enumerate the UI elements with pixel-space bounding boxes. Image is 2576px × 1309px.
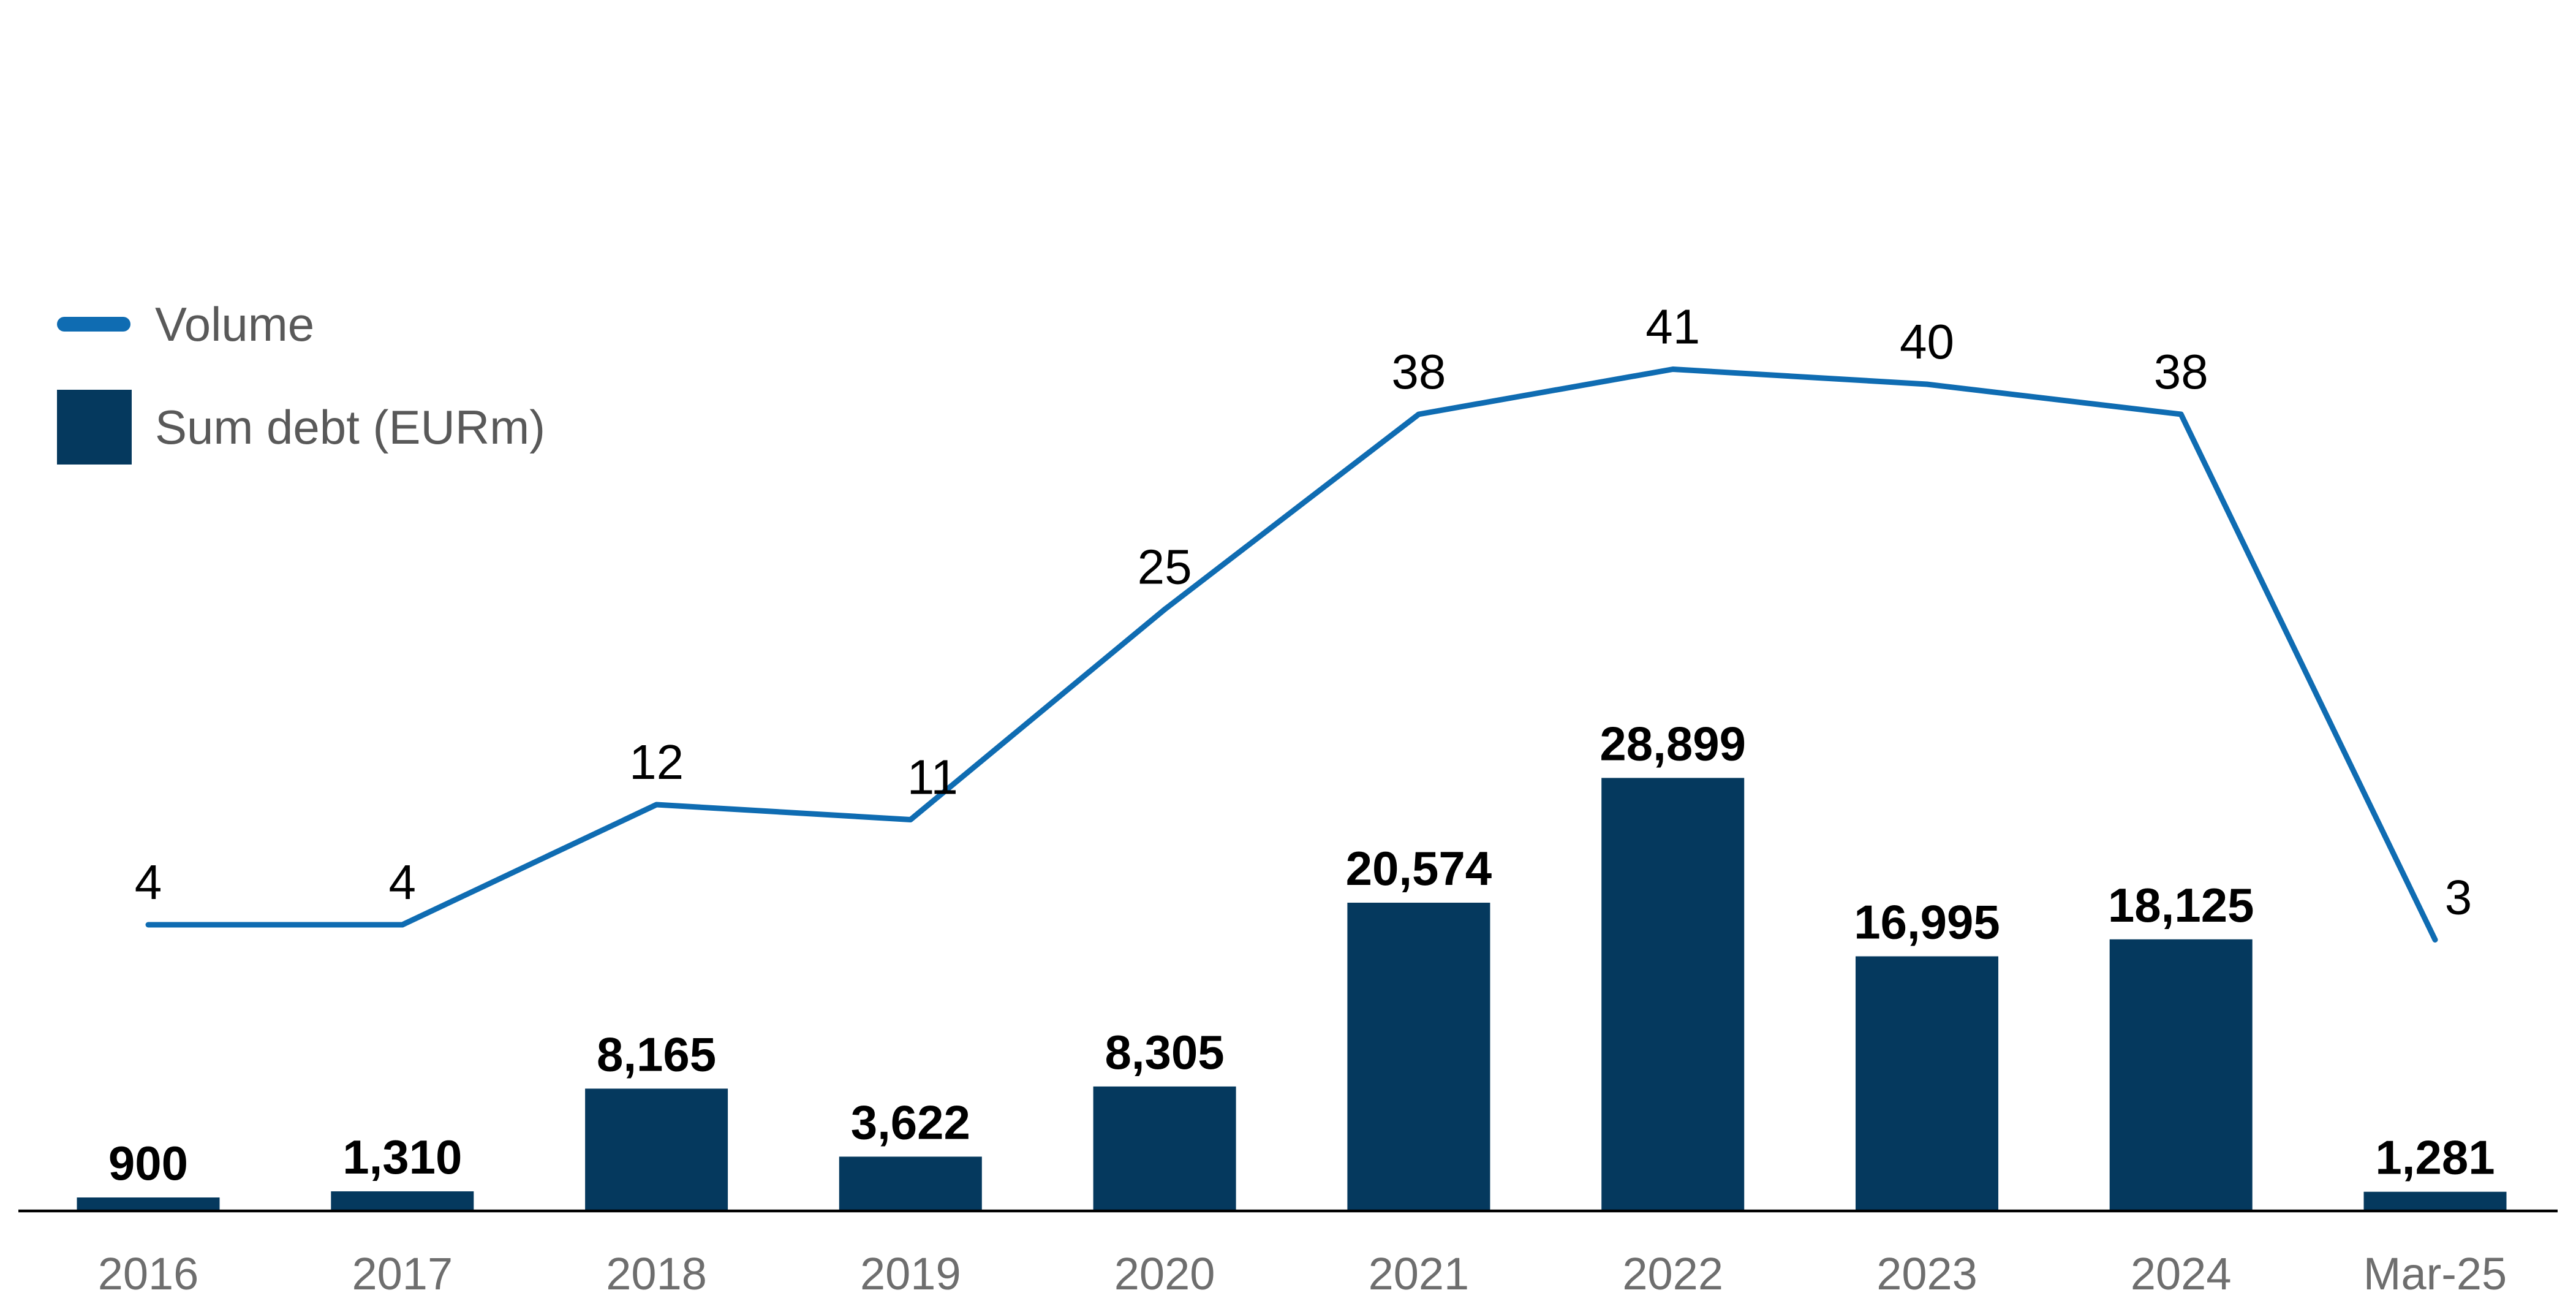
bar-value-label: 3,622 <box>851 1095 970 1149</box>
legend-item-sum-debt: Sum debt (EURm) <box>57 357 545 497</box>
bar-value-label: 18,125 <box>2108 878 2254 932</box>
bar-2023 <box>1856 956 1998 1211</box>
category-label: 2019 <box>860 1248 961 1299</box>
volume-line-swatch <box>57 317 130 332</box>
bar-value-label: 900 <box>108 1136 188 1190</box>
volume-value-label: 38 <box>1391 344 1446 399</box>
bar-2021 <box>1347 903 1490 1211</box>
volume-value-label: 4 <box>135 855 162 909</box>
bar-2024 <box>2109 939 2253 1211</box>
bar-value-label: 1,310 <box>342 1130 462 1184</box>
category-label: 2020 <box>1114 1248 1215 1299</box>
volume-value-label: 3 <box>2445 870 2472 925</box>
bar-2017 <box>331 1191 474 1211</box>
legend: Volume Sum debt (EURm) <box>57 291 545 497</box>
volume-value-label: 40 <box>1900 314 1954 369</box>
bar-2022 <box>1601 778 1745 1211</box>
category-label: 2018 <box>606 1248 707 1299</box>
volume-value-label: 11 <box>907 750 958 805</box>
bar-value-label: 8,165 <box>597 1027 716 1081</box>
category-label: 2021 <box>1369 1248 1470 1299</box>
category-label: 2024 <box>2131 1248 2232 1299</box>
legend-sum-debt-label: Sum debt (EURm) <box>155 400 546 454</box>
bar-value-label: 16,995 <box>1854 895 2000 949</box>
category-label: 2017 <box>352 1248 453 1299</box>
bar-value-label: 8,305 <box>1105 1025 1224 1079</box>
legend-volume-label: Volume <box>155 297 315 351</box>
legend-item-volume: Volume <box>57 291 545 357</box>
bar-Mar-25 <box>2363 1191 2507 1211</box>
bar-2018 <box>585 1088 728 1211</box>
bar-2016 <box>77 1197 220 1211</box>
volume-value-label: 25 <box>1138 540 1192 594</box>
volume-line <box>145 366 2438 943</box>
category-label: 2016 <box>98 1248 199 1299</box>
volume-value-label: 38 <box>2154 344 2208 399</box>
category-label: 2022 <box>1622 1248 1723 1299</box>
bar-value-label: 1,281 <box>2375 1131 2495 1185</box>
category-label: Mar-25 <box>2363 1248 2507 1299</box>
volume-value-label: 4 <box>389 855 417 909</box>
volume-value-label: 41 <box>1645 300 1700 354</box>
bar-2020 <box>1093 1086 1236 1211</box>
bar-2019 <box>839 1156 982 1211</box>
bar-value-label: 20,574 <box>1346 841 1492 895</box>
volume-value-label: 12 <box>629 735 684 789</box>
sum-debt-swatch <box>57 390 132 465</box>
category-label: 2023 <box>1876 1248 1977 1299</box>
bar-value-label: 28,899 <box>1600 716 1746 770</box>
